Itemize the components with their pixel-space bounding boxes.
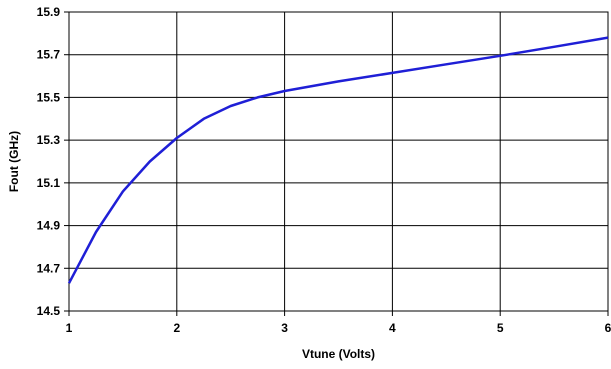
series-line (67, 36, 609, 284)
y-tick-label: 14.7 (37, 261, 61, 275)
x-axis-ticks: 1 2 3 4 5 6 (66, 311, 611, 335)
y-tick-label: 15.9 (37, 5, 61, 19)
x-tick-label: 4 (389, 321, 396, 335)
y-tick-label: 15.3 (37, 133, 61, 147)
y-tick-label: 14.9 (37, 219, 61, 233)
x-tick-label: 6 (605, 321, 611, 335)
plot-area (68, 11, 609, 312)
series-lines (67, 36, 609, 284)
y-axis-label: Fout (GHz) (7, 131, 21, 192)
x-axis-label: Vtune (Volts) (302, 347, 375, 361)
x-tick-label: 3 (281, 321, 288, 335)
x-tick-label: 5 (497, 321, 504, 335)
y-tick-label: 14.5 (37, 304, 61, 318)
x-tick-label: 2 (173, 321, 180, 335)
y-tick-label: 15.5 (37, 90, 61, 104)
x-tick-label: 1 (66, 321, 73, 335)
y-tick-label: 15.1 (37, 176, 61, 190)
y-axis-ticks: 14.5 14.7 14.9 15.1 15.3 15.5 15.7 15.9 (37, 5, 69, 318)
y-tick-label: 15.7 (37, 48, 61, 62)
